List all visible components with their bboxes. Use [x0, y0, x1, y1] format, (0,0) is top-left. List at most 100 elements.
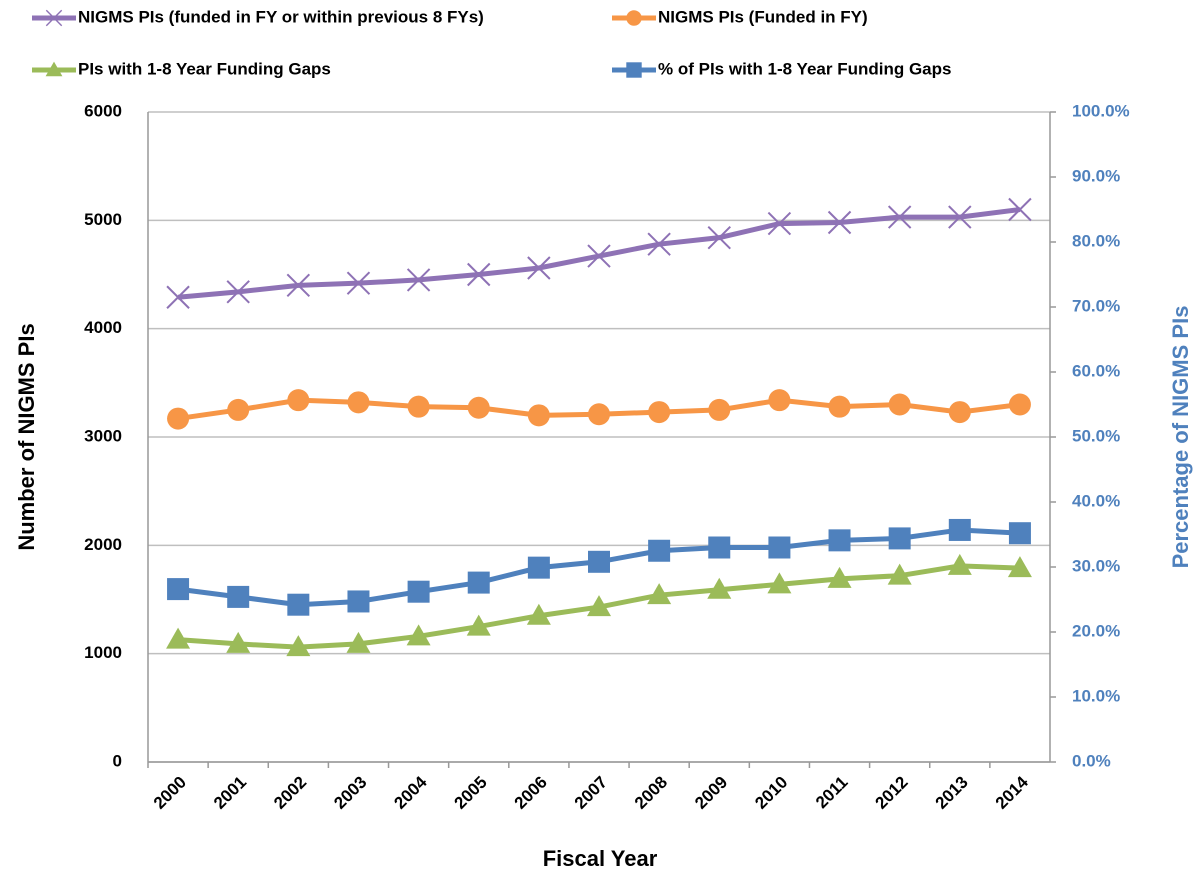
y-tick-label: 6000: [84, 101, 122, 120]
data-point: [768, 536, 791, 559]
x-tick-label: 2011: [812, 773, 852, 813]
data-point: [286, 635, 311, 657]
data-point: [1007, 556, 1032, 578]
y2-tick-label: 50.0%: [1072, 426, 1120, 445]
y-tick-label: 5000: [84, 210, 122, 229]
data-point: [467, 396, 490, 419]
data-point: [707, 577, 732, 599]
data-point: [948, 518, 971, 541]
y2-tick-label: 100.0%: [1072, 101, 1130, 120]
x-axis-title: Fiscal Year: [543, 846, 658, 871]
x-tick-label: 2013: [932, 773, 972, 813]
x-tick-label: 2012: [871, 773, 911, 813]
data-point: [888, 527, 911, 550]
data-point: [347, 391, 370, 414]
legend-item: % of PIs with 1-8 Year Funding Gaps: [612, 59, 951, 78]
data-point: [406, 268, 431, 292]
data-point: [767, 572, 792, 594]
x-tick-label: 2002: [270, 773, 310, 813]
data-point: [587, 244, 611, 268]
y2-tick-label: 70.0%: [1072, 296, 1120, 315]
data-point: [527, 256, 551, 280]
y2-tick-label: 20.0%: [1072, 621, 1120, 640]
y-tick-label: 0: [113, 751, 122, 770]
data-point: [887, 563, 912, 585]
x-tick-label: 2004: [390, 772, 431, 813]
data-point: [647, 232, 671, 256]
data-point: [707, 225, 731, 250]
x-tick-label: 2009: [691, 773, 731, 813]
data-point: [1008, 197, 1032, 222]
x-tick-label: 2008: [631, 773, 671, 813]
data-point: [1008, 393, 1031, 416]
y-tick-label: 1000: [84, 643, 122, 662]
y-tick-label: 3000: [84, 426, 122, 445]
legend-item: NIGMS PIs (funded in FY or within previo…: [32, 7, 484, 26]
legend-label: PIs with 1-8 Year Funding Gaps: [78, 59, 331, 78]
legend-marker: [45, 9, 63, 27]
data-point: [588, 550, 610, 573]
data-point: [887, 205, 912, 229]
data-point: [467, 262, 491, 287]
legend-marker: [626, 62, 642, 78]
data-point: [347, 590, 370, 613]
data-point: [527, 404, 550, 427]
x-tick-label: 2007: [571, 773, 611, 813]
data-point: [166, 285, 190, 309]
y-tick-label: 4000: [84, 318, 122, 337]
x-tick-label: 2014: [992, 772, 1033, 813]
y2-tick-label: 30.0%: [1072, 556, 1120, 575]
data-point: [588, 403, 610, 426]
y2-axis-title: Percentage of NIGMS PIs: [1168, 306, 1193, 569]
data-point: [406, 624, 431, 646]
data-point: [888, 393, 911, 416]
data-point: [227, 585, 250, 608]
y2-tick-label: 90.0%: [1072, 166, 1120, 185]
data-point: [467, 571, 490, 594]
legend-label: NIGMS PIs (Funded in FY): [658, 7, 868, 26]
y-tick-label: 2000: [84, 535, 122, 554]
x-tick-label: 2000: [150, 773, 190, 813]
data-point: [466, 614, 491, 636]
data-point: [648, 401, 671, 424]
data-point: [828, 395, 851, 418]
y2-tick-label: 40.0%: [1072, 491, 1120, 510]
legend-label: NIGMS PIs (funded in FY or within previo…: [78, 7, 484, 26]
data-point: [708, 536, 731, 559]
legend-marker: [45, 61, 63, 77]
data-point: [587, 595, 611, 617]
data-point: [227, 398, 250, 421]
data-point: [527, 556, 550, 579]
data-point: [827, 210, 852, 235]
data-point: [948, 205, 972, 229]
data-point: [407, 395, 430, 418]
x-tick-label: 2010: [751, 773, 791, 813]
data-point: [286, 273, 311, 298]
data-point: [768, 389, 791, 412]
legend-label: % of PIs with 1-8 Year Funding Gaps: [658, 59, 951, 78]
data-point: [767, 211, 792, 236]
y2-tick-label: 80.0%: [1072, 231, 1120, 250]
data-point: [167, 407, 190, 430]
data-point: [647, 583, 672, 605]
data-point: [648, 539, 671, 562]
y2-tick-label: 10.0%: [1072, 686, 1120, 705]
x-tick-label: 2001: [210, 773, 250, 813]
data-point: [1008, 522, 1031, 545]
x-tick-label: 2005: [451, 773, 491, 813]
data-point: [407, 580, 430, 603]
legend-marker: [626, 10, 642, 26]
y2-tick-label: 0.0%: [1072, 751, 1111, 770]
data-point: [226, 631, 251, 653]
x-tick-label: 2003: [330, 773, 370, 813]
data-point: [167, 578, 190, 601]
data-point: [166, 627, 191, 649]
y2-tick-label: 60.0%: [1072, 361, 1120, 380]
data-point: [287, 389, 310, 412]
data-point: [827, 566, 852, 588]
data-point: [226, 280, 250, 304]
legend-item: PIs with 1-8 Year Funding Gaps: [32, 59, 331, 78]
data-point: [526, 603, 551, 625]
y-axis-title: Number of NIGMS PIs: [14, 323, 39, 550]
